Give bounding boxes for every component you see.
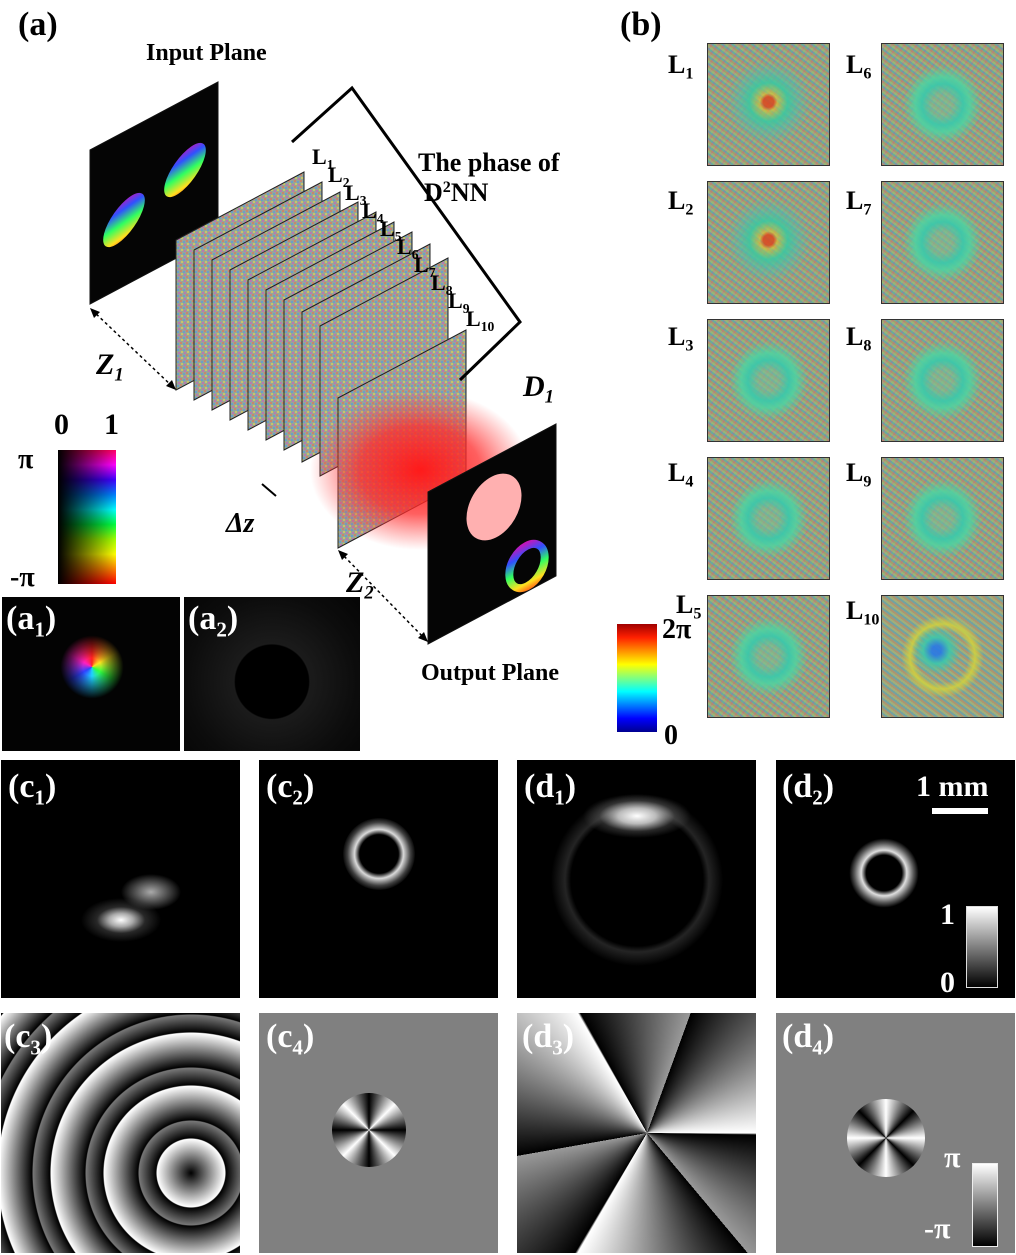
input-plane-label: Input Plane: [146, 40, 267, 66]
phase-mask-l6: [881, 43, 1004, 166]
phase-mask-l10: [881, 595, 1004, 718]
input-beam-lobe: [103, 192, 145, 248]
layer-label: L6: [397, 234, 419, 262]
colorbar-min: 0: [664, 720, 678, 751]
panel-a1-image: [2, 597, 180, 751]
panel-d1-image: [517, 760, 756, 998]
tile-label: L1: [668, 50, 694, 83]
layer-label: L5: [380, 216, 402, 244]
panel-c3-image: [1, 1013, 240, 1253]
intensity-bar-min: 0: [940, 966, 955, 999]
tile-label: L5: [676, 590, 702, 623]
phase-mask-l5: [707, 595, 830, 718]
panel-a1-label: (a1): [6, 600, 57, 642]
d4-phase-vortex: [847, 1099, 925, 1177]
layer-label: L9: [448, 288, 470, 316]
phase-mask-l4: [707, 457, 830, 580]
panel-c4-label: (c4): [266, 1018, 315, 1060]
a1-vortex-beam: [60, 635, 124, 699]
panel-a2-image: [184, 597, 360, 751]
phase-mask-l9: [881, 457, 1004, 580]
panel-d4-label: (d4): [782, 1018, 835, 1060]
detector-region-d1: [466, 473, 522, 541]
phase-bar-max: π: [944, 1141, 961, 1174]
d2-ring: [849, 838, 919, 908]
output-vortex-ring: [505, 539, 549, 593]
panel-c1-label: (c1): [8, 768, 57, 810]
panel-a-label: (a): [18, 6, 58, 43]
phase-mask-l8: [881, 319, 1004, 442]
colormap-amp-max: 1: [104, 408, 119, 441]
z2-arrow: [339, 551, 427, 641]
tile-label: L10: [846, 596, 880, 629]
panel-c2-image: [259, 760, 498, 998]
panel-d3-label: (d3): [522, 1018, 575, 1060]
dz-label: Δz: [226, 508, 255, 539]
tile-label: L8: [846, 322, 872, 355]
d2nn-layers: [175, 171, 467, 549]
layer-label: L1: [312, 144, 334, 172]
tile-label: L2: [668, 186, 694, 219]
intensity-bar-max: 1: [940, 898, 955, 931]
dz-arrow: [261, 483, 277, 497]
d2nn-schematic: [89, 81, 557, 645]
bracket-title: The phase of D2NN: [418, 148, 560, 207]
z1-arrow-head: [166, 380, 176, 390]
phase-mask-l1: [707, 43, 830, 166]
output-plane-label: Output Plane: [421, 660, 560, 686]
panel-d2-label: (d2): [782, 768, 835, 810]
panel-c2-label: (c2): [266, 768, 315, 810]
panel-c1-image: [1, 760, 240, 998]
c2-ring: [343, 818, 415, 890]
colormap-phase-min: -π: [10, 562, 35, 593]
phase-colorbar: [617, 624, 657, 732]
layer-label: L4: [362, 198, 384, 226]
layer-label: L10: [466, 306, 495, 334]
layer-bracket: [290, 85, 522, 382]
tile-label: L3: [668, 322, 694, 355]
panel-a2-label: (a2): [188, 600, 239, 642]
panel-d2-image: [776, 760, 1015, 998]
z2-label: Z2: [346, 566, 374, 604]
colorbar-max: 2π: [662, 614, 692, 645]
z1-arrow: [91, 309, 175, 389]
panel-d1-label: (d1): [524, 768, 577, 810]
complex-colormap: [58, 450, 116, 584]
layer-label: L2: [328, 162, 350, 190]
colormap-phase-max: π: [18, 444, 34, 475]
z1-arrow-head: [90, 308, 100, 318]
tile-label: L7: [846, 186, 872, 219]
panel-c4-image: [259, 1013, 498, 1253]
phase-mask-l7: [881, 181, 1004, 304]
z2-arrow-head: [418, 632, 428, 642]
intensity-colorbar: [966, 906, 998, 988]
scale-bar: [932, 808, 988, 814]
input-beam-lobe: [164, 142, 206, 198]
z1-label: Z1: [96, 348, 124, 386]
d1-label: D1: [523, 370, 554, 408]
phase-gray-colorbar: [972, 1163, 998, 1247]
phase-mask-l3: [707, 319, 830, 442]
tile-label: L9: [846, 458, 872, 491]
layer-label: L3: [345, 180, 367, 208]
colormap-amp-min: 0: [54, 408, 69, 441]
z2-arrow-head: [338, 550, 348, 560]
phase-mask-l2: [707, 181, 830, 304]
c4-phase-vortex: [332, 1093, 406, 1167]
layer-label: L7: [414, 252, 436, 280]
panel-c3-label: (c3): [4, 1018, 53, 1060]
phase-bar-min: -π: [924, 1212, 951, 1245]
tile-label: L4: [668, 458, 694, 491]
scale-bar-label: 1 mm: [916, 770, 989, 803]
panel-d4-image: [776, 1013, 1015, 1253]
layer-label: L8: [431, 270, 453, 298]
panel-b-label: (b): [620, 6, 662, 43]
panel-d3-image: [517, 1013, 756, 1253]
tile-label: L6: [846, 50, 872, 83]
